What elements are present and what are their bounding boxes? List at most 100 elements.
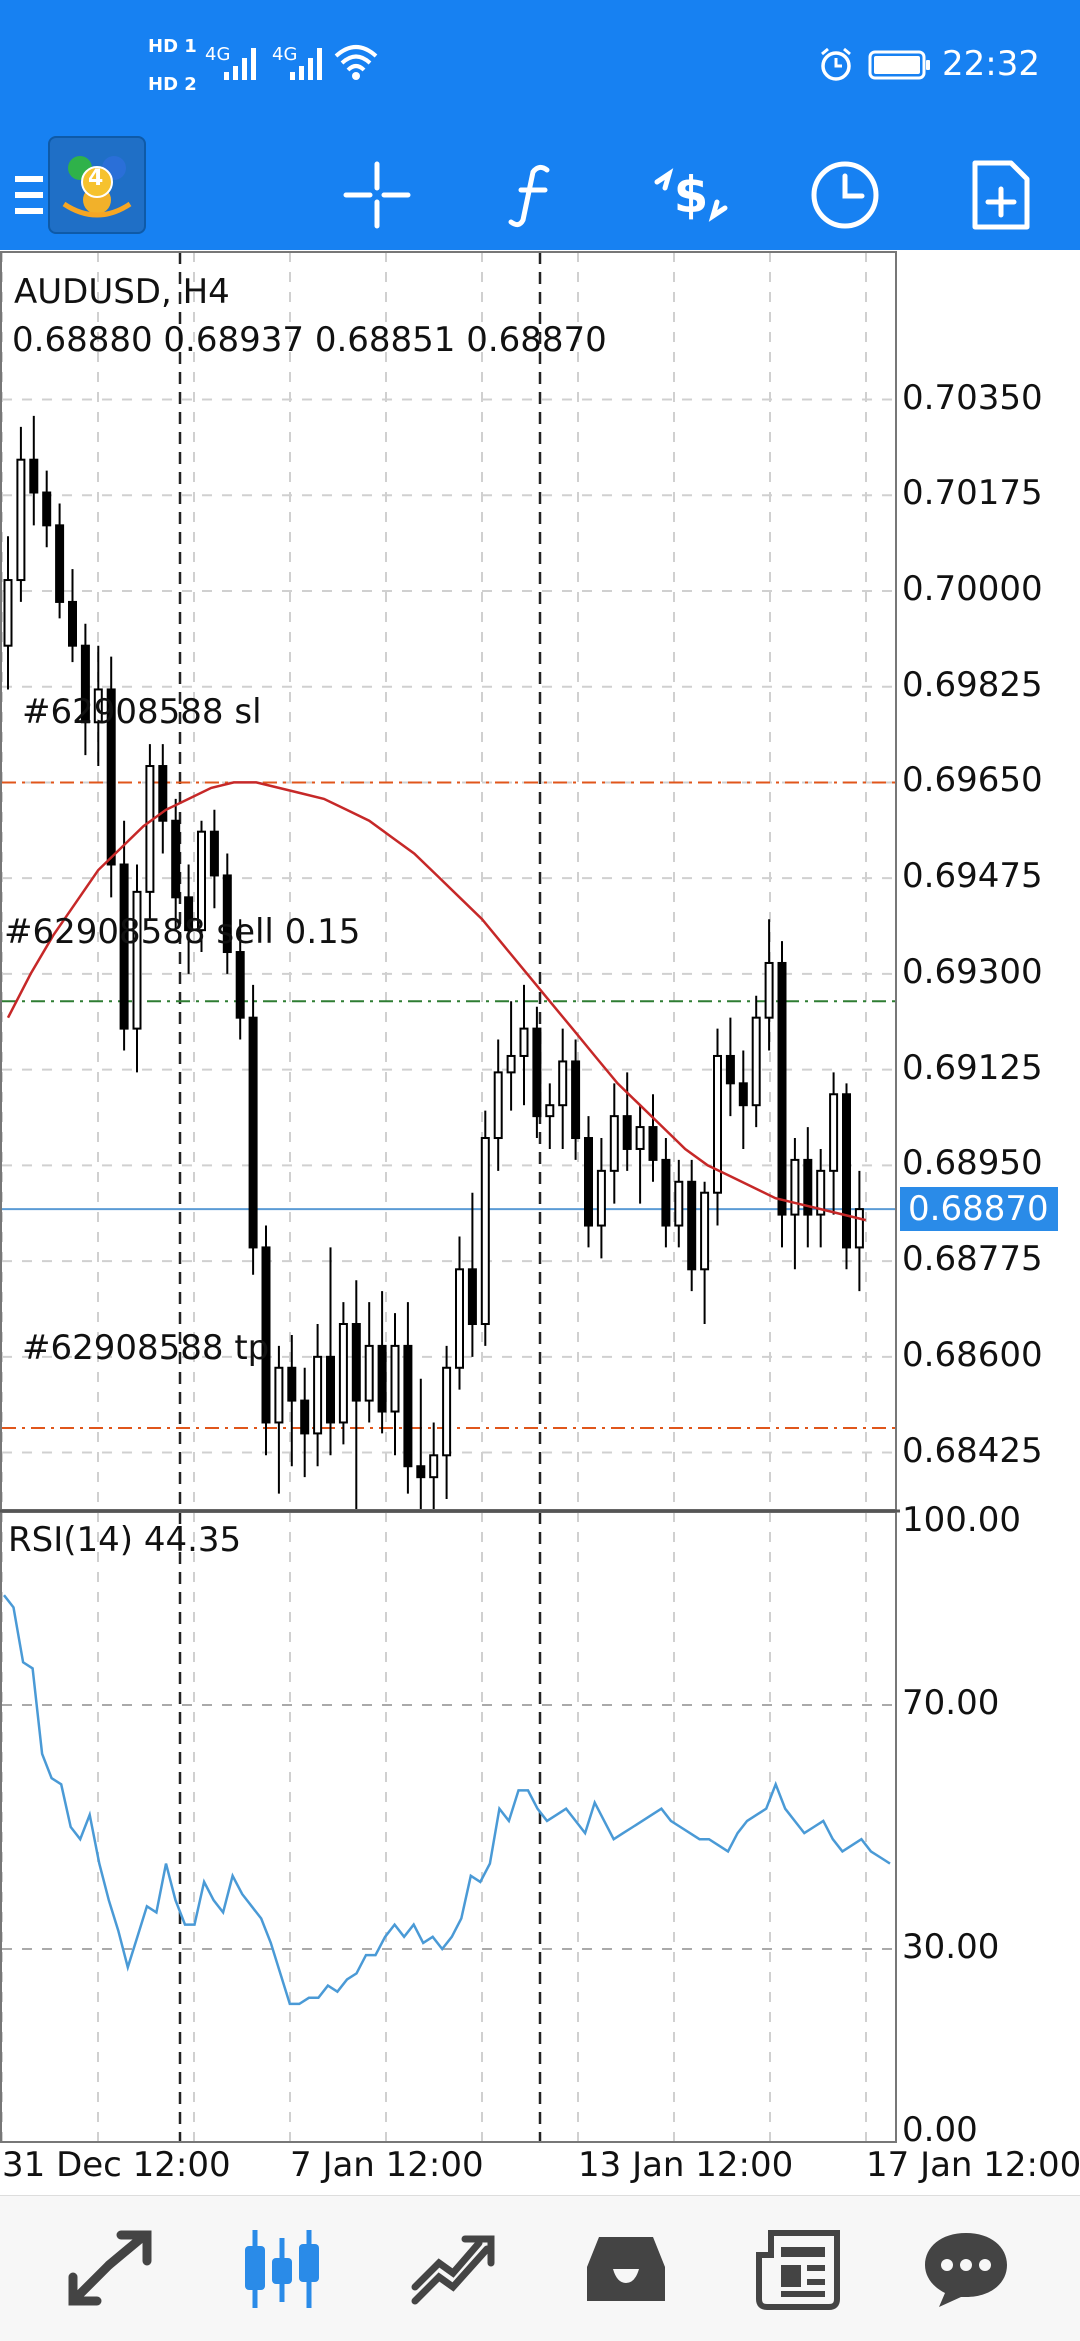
candle-body: [442, 1366, 452, 1457]
candle-body: [854, 1208, 864, 1249]
price-tick-label: 0.69825: [902, 664, 1043, 705]
crosshair-button[interactable]: [322, 140, 432, 250]
svg-text:$: $: [674, 166, 709, 224]
nav-trade[interactable]: [394, 2214, 514, 2324]
candle-body: [261, 1246, 271, 1424]
signal-icon: [290, 48, 322, 80]
candle-body: [467, 1268, 477, 1326]
nav-quotes[interactable]: [50, 2214, 170, 2324]
function-icon: [508, 164, 550, 228]
candle-body: [764, 961, 774, 1019]
metatrader-logo-icon: [62, 156, 132, 218]
candle-body: [455, 1268, 464, 1369]
candle-body: [622, 1115, 632, 1150]
candle-body: [816, 1169, 826, 1216]
metatrader-logo-button[interactable]: 4: [48, 136, 146, 234]
price-tick-label: 0.70175: [902, 473, 1043, 514]
candle-body: [119, 863, 129, 1030]
trade-nav-icon: [411, 2235, 495, 2305]
sell-order-label[interactable]: #62908588 sell 0.15: [4, 912, 361, 952]
candle-body: [596, 1169, 606, 1227]
status-bar: HD 1 HD 2 4G 4G 22:32: [0, 0, 1080, 132]
candle-body: [493, 1071, 503, 1140]
candle-body: [842, 1093, 851, 1249]
price-chart[interactable]: [0, 250, 1080, 2195]
candle-body: [132, 890, 142, 1030]
trade-icon: $: [654, 166, 728, 224]
candle-body: [300, 1399, 310, 1435]
symbol-timeframe: AUDUSD, H4: [14, 272, 230, 312]
price-tick-label: 0.69650: [902, 760, 1043, 801]
candle-body: [29, 458, 39, 494]
price-tick-label: 0.69125: [902, 1047, 1043, 1088]
candle-body: [571, 1060, 581, 1140]
rsi-tick-label: 70.00: [902, 1683, 1000, 1723]
candle-body: [700, 1191, 710, 1271]
new-order-icon: [972, 160, 1030, 230]
price-tick-label: 0.68775: [902, 1239, 1043, 1280]
rsi-tick-label: 0.00: [902, 2110, 978, 2150]
candle-body: [80, 644, 90, 724]
price-tick-label: 0.70000: [902, 568, 1043, 609]
indicators-button[interactable]: [478, 140, 588, 250]
take-profit-label[interactable]: #62908588 tp: [22, 1328, 270, 1368]
candle-body: [351, 1323, 361, 1402]
candle-body: [248, 1016, 258, 1249]
candle-body: [713, 1054, 722, 1194]
nav-messages[interactable]: [906, 2214, 1026, 2324]
chart-toolbar: 4 $: [0, 132, 1080, 250]
candle-body: [480, 1137, 490, 1326]
candle-body: [390, 1344, 400, 1413]
chart-area[interactable]: AUDUSD, H4 0.68880 0.68937 0.68851 0.688…: [0, 250, 1080, 2195]
candle-body: [429, 1454, 439, 1479]
candle-body: [674, 1180, 684, 1227]
candle-body: [287, 1366, 297, 1402]
nav-news[interactable]: [738, 2214, 858, 2324]
candle-body: [609, 1115, 619, 1172]
sim1-label: HD 1: [148, 36, 197, 57]
candle-body: [777, 961, 787, 1216]
clock-time: 22:32: [942, 44, 1040, 84]
candle-body: [635, 1126, 645, 1150]
network1-label: 4G: [205, 44, 231, 65]
candle-body: [661, 1158, 671, 1227]
candle-body: [338, 1323, 348, 1424]
history-button[interactable]: [790, 140, 900, 250]
alarm-icon: [821, 47, 851, 81]
rsi-line: [3, 1594, 891, 2006]
candle-body: [106, 688, 116, 866]
quotes-icon: [68, 2230, 152, 2306]
price-tick-label: 0.70350: [902, 377, 1043, 418]
candle-body: [725, 1054, 735, 1085]
sim2-label: HD 2: [148, 74, 197, 95]
candle-body: [184, 896, 194, 932]
time-tick-label: 7 Jan 12:00: [290, 2145, 484, 2185]
candle-body: [416, 1465, 426, 1479]
signal-icon: [224, 48, 256, 80]
time-tick-label: 17 Jan 12:00: [866, 2145, 1080, 2185]
new-order-button[interactable]: [946, 140, 1056, 250]
candle-body: [377, 1344, 387, 1413]
nav-chart[interactable]: [222, 2214, 342, 2324]
trade-button[interactable]: $: [636, 140, 746, 250]
candle-body: [648, 1126, 658, 1161]
candle-body: [93, 688, 103, 724]
candle-body: [42, 491, 52, 527]
candle-body: [403, 1344, 413, 1468]
candle-body: [738, 1082, 748, 1107]
candle-body: [751, 1016, 761, 1107]
crosshair-icon: [343, 161, 411, 229]
nav-history[interactable]: [566, 2214, 686, 2324]
hd1-icon: HD 1: [148, 36, 197, 57]
candle-body: [158, 765, 168, 822]
candle-body: [68, 600, 77, 647]
candle-body: [16, 458, 26, 582]
stop-loss-label[interactable]: #62908588 sl: [22, 692, 262, 732]
candle-body: [3, 579, 13, 647]
candle-body: [326, 1355, 335, 1424]
rsi-pane-frame: [0, 1511, 897, 2143]
rsi-tick-label: 30.00: [902, 1927, 1000, 1967]
price-pane-frame: [0, 251, 897, 1511]
logo-badge: 4: [88, 166, 104, 191]
menu-button[interactable]: [0, 140, 70, 250]
